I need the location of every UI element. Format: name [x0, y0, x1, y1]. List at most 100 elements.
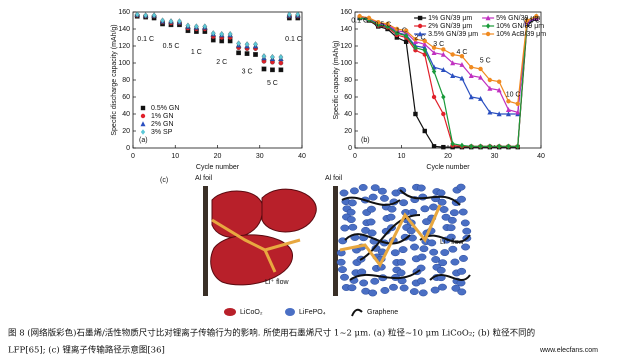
legend-swatch — [224, 308, 236, 316]
legend-text: LiFePO₄ — [299, 309, 326, 316]
legend-marker — [140, 129, 146, 135]
lifepo4 — [450, 258, 460, 266]
lifepo4 — [336, 258, 346, 266]
lifepo4 — [431, 256, 441, 263]
marker — [496, 143, 502, 150]
legend-text: 2% GN — [151, 121, 174, 128]
lifepo4 — [337, 266, 347, 274]
marker — [450, 140, 455, 147]
y-tick-label: 60 — [344, 94, 352, 101]
lifepo4 — [457, 195, 466, 203]
lifepo4 — [439, 206, 449, 213]
foil-label: Al foil — [195, 175, 213, 182]
marker — [134, 11, 140, 18]
watermark: www.elecfans.com — [539, 347, 598, 354]
annotation: 2 C — [415, 34, 426, 41]
lifepo4 — [390, 249, 400, 257]
y-tick-label: 40 — [122, 111, 130, 118]
lifepo4 — [418, 289, 428, 297]
legend-marker — [140, 121, 146, 127]
lifepo4 — [370, 277, 380, 285]
x-tick-label: 20 — [214, 153, 222, 160]
marker — [468, 94, 474, 100]
annotation: 1 C — [396, 28, 407, 35]
lifepo4 — [409, 288, 419, 296]
marker — [496, 111, 502, 117]
lifepo4 — [347, 284, 357, 292]
x-tick-label: 0 — [131, 153, 135, 160]
lifepo4 — [440, 249, 450, 257]
marker — [524, 18, 530, 23]
marker — [253, 52, 258, 57]
annotation: 0.5 C — [375, 22, 392, 29]
marker — [422, 128, 427, 134]
annotation: 0.1 C — [351, 17, 368, 24]
annotation: 5 C — [480, 57, 491, 64]
marker — [431, 94, 437, 100]
y-tick-label: 120 — [118, 43, 130, 50]
lifepo4 — [427, 239, 437, 247]
lifepo4 — [460, 219, 470, 227]
marker — [227, 31, 233, 38]
marker — [505, 111, 511, 117]
annotation: 10 C — [506, 91, 521, 98]
x-tick-label: 10 — [171, 153, 179, 160]
legend-marker — [417, 31, 423, 37]
marker — [515, 101, 520, 107]
lifepo4 — [449, 209, 459, 217]
lifepo4 — [367, 205, 376, 213]
lifepo4 — [420, 205, 430, 213]
marker — [261, 53, 267, 60]
y-tick-label: 80 — [122, 77, 130, 84]
marker — [450, 60, 456, 66]
lifepo4 — [379, 194, 389, 202]
legend-text: 3.5% GN/39 μm — [428, 31, 478, 38]
annotation: 0.1 C — [523, 17, 540, 24]
y-tick-label: 160 — [118, 9, 130, 16]
lifepo4 — [348, 223, 358, 231]
marker — [253, 41, 258, 48]
legend-marker — [140, 105, 146, 111]
lifepo4 — [457, 267, 467, 275]
annotation: 2 C — [216, 59, 227, 66]
marker — [413, 37, 418, 42]
lifepo4 — [370, 184, 380, 192]
lifepo4 — [396, 269, 406, 277]
annotation: 0.1 C — [137, 36, 154, 43]
marker — [440, 67, 446, 72]
panel-label: (c) — [160, 177, 168, 184]
legend-text: 3% SP — [151, 129, 173, 136]
foil-label: Al foil — [325, 175, 343, 182]
marker — [278, 67, 284, 73]
y-tick-label: 100 — [118, 60, 130, 67]
li-flow — [211, 218, 301, 273]
marker — [219, 31, 225, 38]
marker — [270, 54, 275, 61]
y-tick-label: 80 — [344, 77, 352, 84]
x-tick-label: 20 — [444, 153, 452, 160]
marker — [236, 40, 242, 47]
legend-marker — [485, 31, 491, 37]
marker — [244, 51, 250, 57]
lifepo4 — [436, 189, 446, 197]
marker — [412, 39, 418, 44]
lifepo4 — [438, 283, 447, 291]
lifepo4 — [368, 289, 378, 297]
lifepo4 — [437, 198, 447, 206]
marker — [459, 142, 465, 149]
marker — [244, 41, 250, 48]
marker — [496, 79, 502, 84]
marker — [469, 65, 474, 70]
lifepo4 — [430, 286, 440, 294]
lifepo4 — [366, 218, 376, 226]
al-foil — [333, 186, 338, 296]
marker — [441, 144, 446, 150]
marker — [278, 60, 284, 66]
flow-label: Li⁺ flow — [265, 279, 289, 286]
marker — [394, 35, 400, 40]
marker — [431, 45, 437, 50]
caption-line: LFP[65]; (c) 锂离子传输路径示意图[36] — [8, 345, 165, 356]
y-axis-label: Specific discharge capacity (mAh/g) — [111, 24, 118, 135]
marker — [450, 73, 456, 78]
marker — [160, 17, 165, 24]
